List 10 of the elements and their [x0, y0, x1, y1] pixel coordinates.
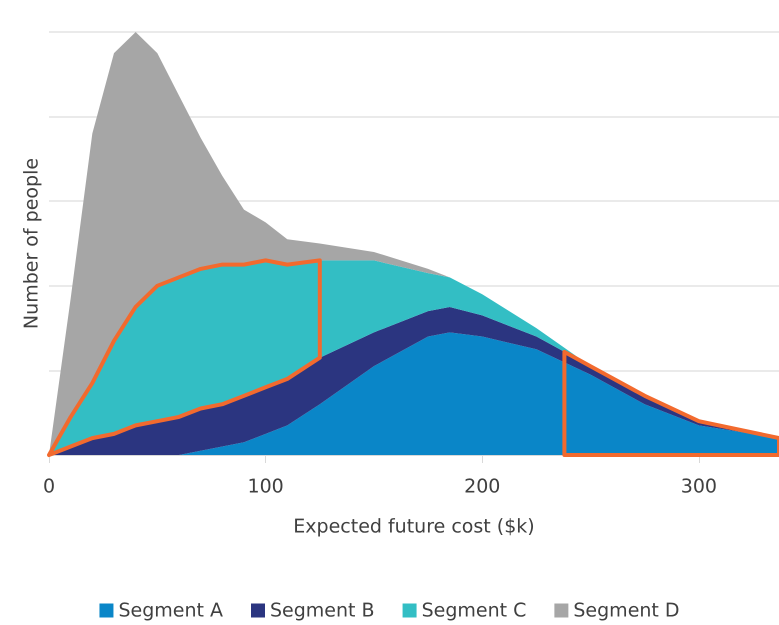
x-tick-label: 100 [247, 476, 284, 498]
legend-label: Segment A [118, 600, 224, 622]
x-tick-label: 300 [680, 476, 717, 498]
x-axis-title: Expected future cost ($k) [293, 516, 535, 538]
y-axis-title: Number of people [20, 158, 42, 330]
x-tick-label: 0 [42, 476, 56, 498]
legend-label: Segment C [422, 600, 526, 622]
x-tick-label: 200 [464, 476, 500, 498]
legend-label: Segment B [270, 600, 375, 622]
legend-label: Segment D [573, 600, 680, 622]
